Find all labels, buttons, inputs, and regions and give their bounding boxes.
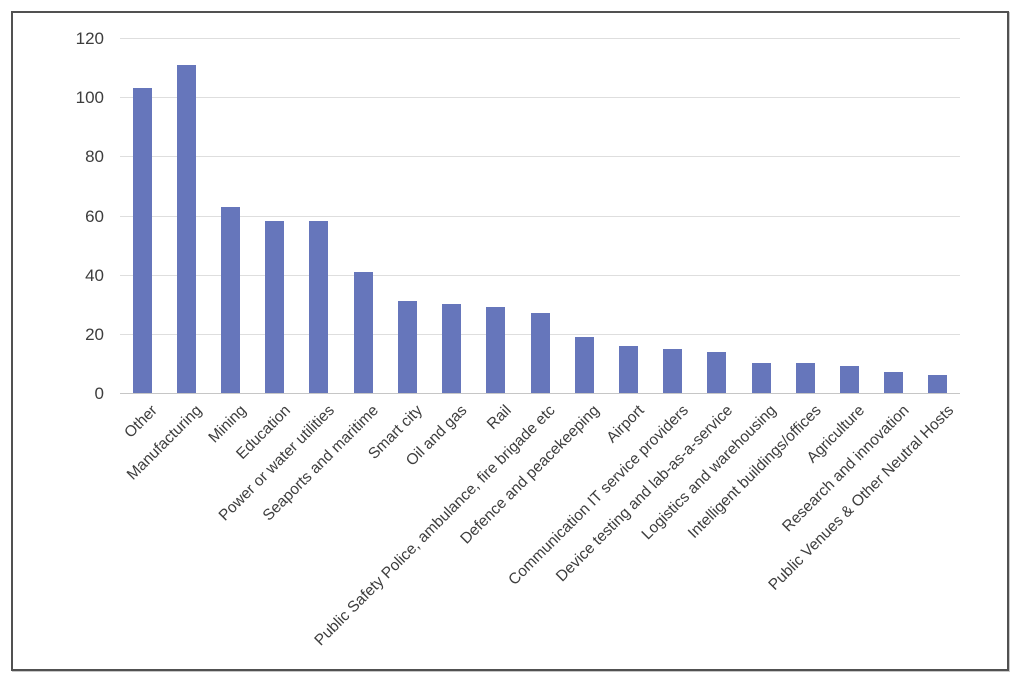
bar	[530, 313, 550, 393]
bar	[397, 301, 417, 393]
bar	[839, 366, 859, 393]
bar	[574, 336, 594, 393]
gridline	[120, 97, 960, 99]
bar	[486, 307, 506, 393]
y-axis-tick-label: 100	[75, 88, 104, 108]
gridline	[120, 274, 960, 276]
x-axis-line	[120, 393, 960, 394]
bar	[221, 206, 241, 393]
bar	[707, 351, 727, 393]
y-axis-tick-label: 120	[75, 29, 104, 48]
gridline	[120, 156, 960, 158]
y-axis-tick-label: 40	[85, 265, 104, 285]
y-axis-tick-label: 20	[85, 324, 104, 344]
y-axis-tick-label: 80	[85, 147, 104, 167]
bar	[618, 345, 638, 393]
bar	[265, 221, 285, 393]
bar	[309, 221, 329, 393]
gridline	[120, 215, 960, 217]
bar	[928, 375, 948, 393]
bar	[176, 64, 196, 393]
y-axis-tick-label: 60	[85, 206, 104, 226]
bar	[442, 304, 462, 393]
bar	[663, 348, 683, 393]
y-axis-tick-label: 0	[94, 384, 104, 403]
gridline	[120, 38, 960, 39]
bar	[132, 88, 152, 393]
bar	[795, 363, 815, 393]
bar	[884, 372, 904, 393]
bar	[751, 363, 771, 393]
bar	[353, 271, 373, 393]
